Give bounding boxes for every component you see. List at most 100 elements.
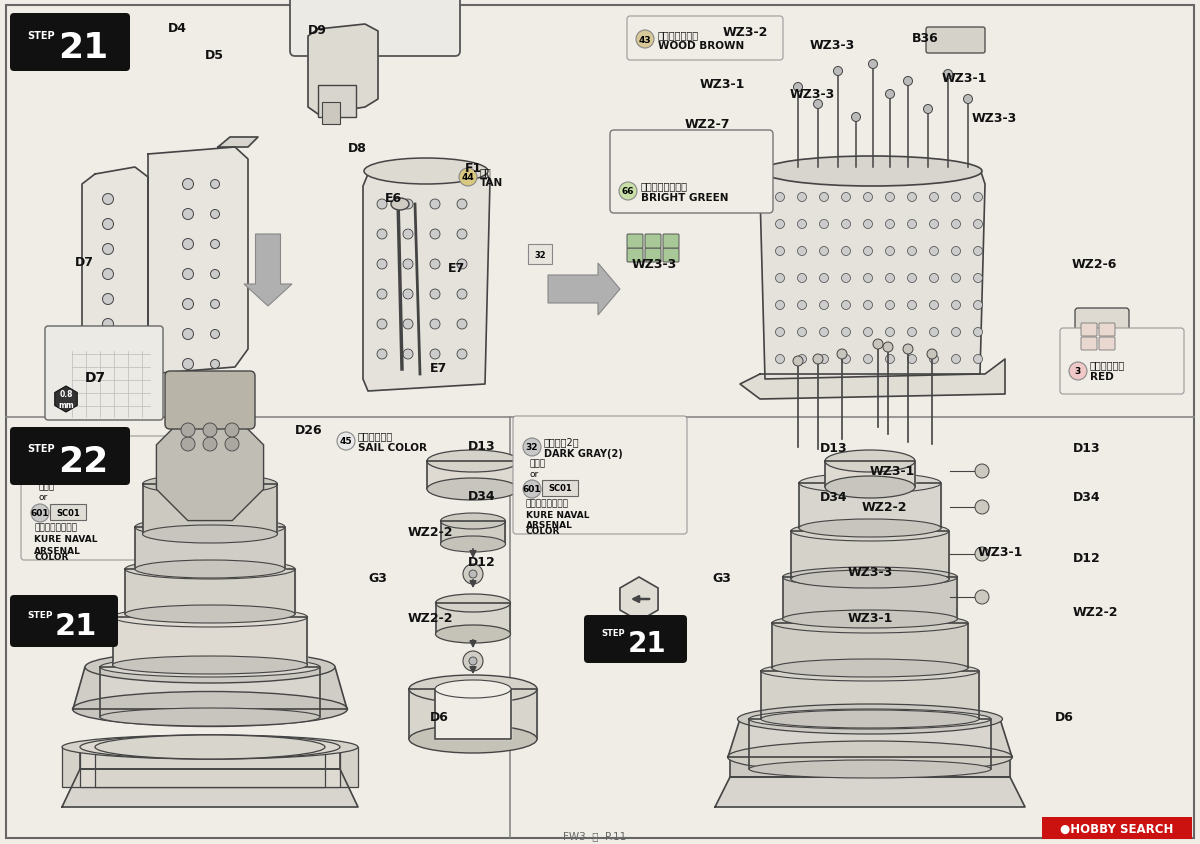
Circle shape [181, 424, 196, 437]
Polygon shape [761, 671, 979, 719]
Ellipse shape [409, 725, 538, 753]
Circle shape [226, 424, 239, 437]
Text: SAIL COLOR: SAIL COLOR [358, 442, 427, 452]
Polygon shape [728, 719, 1012, 757]
Circle shape [203, 424, 217, 437]
Circle shape [926, 349, 937, 360]
Circle shape [952, 274, 960, 284]
Text: WZ3-3: WZ3-3 [848, 565, 893, 578]
Circle shape [182, 239, 193, 250]
Ellipse shape [436, 594, 510, 612]
Circle shape [798, 274, 806, 284]
Ellipse shape [391, 199, 409, 211]
Text: D7: D7 [85, 371, 106, 385]
Text: D7: D7 [76, 257, 94, 269]
Text: ディトナグリーン: ディトナグリーン [641, 181, 688, 191]
Text: D34: D34 [468, 490, 496, 503]
Text: D6: D6 [430, 711, 449, 723]
Ellipse shape [125, 560, 295, 579]
Ellipse shape [95, 735, 325, 759]
FancyBboxPatch shape [1060, 328, 1184, 394]
Text: 32: 32 [34, 463, 47, 472]
Ellipse shape [762, 157, 982, 187]
Text: 21: 21 [59, 31, 108, 65]
FancyBboxPatch shape [926, 28, 985, 54]
FancyBboxPatch shape [46, 327, 163, 420]
Polygon shape [760, 170, 985, 380]
Text: WZ2-7: WZ2-7 [685, 118, 731, 132]
Circle shape [182, 329, 193, 340]
Text: DARK GRAY(2): DARK GRAY(2) [544, 448, 623, 458]
Circle shape [210, 241, 220, 249]
Ellipse shape [826, 476, 914, 499]
Polygon shape [715, 777, 1025, 807]
Circle shape [864, 274, 872, 284]
Circle shape [523, 439, 541, 457]
Circle shape [973, 301, 983, 310]
Text: D13: D13 [820, 441, 847, 454]
FancyBboxPatch shape [1099, 338, 1115, 350]
Circle shape [377, 230, 388, 240]
Circle shape [182, 209, 193, 220]
FancyBboxPatch shape [610, 131, 773, 214]
Text: WZ3-3: WZ3-3 [810, 39, 856, 51]
Ellipse shape [761, 661, 979, 681]
Circle shape [841, 355, 851, 364]
Circle shape [775, 328, 785, 337]
Text: WZ2-2: WZ2-2 [408, 526, 454, 538]
Circle shape [864, 355, 872, 364]
Text: WZ3-2: WZ3-2 [722, 25, 768, 39]
Text: F1: F1 [466, 161, 482, 175]
Circle shape [886, 90, 894, 100]
Polygon shape [148, 148, 248, 375]
Circle shape [31, 505, 49, 522]
Circle shape [907, 274, 917, 284]
Ellipse shape [772, 659, 968, 677]
Circle shape [930, 220, 938, 230]
Circle shape [793, 356, 803, 366]
Polygon shape [218, 138, 258, 148]
Text: or: or [530, 470, 539, 479]
Circle shape [930, 274, 938, 284]
Circle shape [869, 61, 877, 69]
Circle shape [973, 274, 983, 284]
Circle shape [952, 193, 960, 203]
Circle shape [841, 220, 851, 230]
FancyBboxPatch shape [6, 6, 1194, 838]
Text: 軍艦色（2）: 軍艦色（2） [52, 457, 88, 467]
Circle shape [337, 432, 355, 451]
Circle shape [457, 230, 467, 240]
Circle shape [210, 330, 220, 339]
Text: FW3  潮  P.11: FW3 潮 P.11 [563, 830, 626, 840]
Circle shape [102, 244, 114, 255]
FancyBboxPatch shape [1081, 338, 1097, 350]
Circle shape [798, 301, 806, 310]
FancyBboxPatch shape [628, 235, 643, 249]
Polygon shape [436, 690, 511, 739]
Circle shape [377, 200, 388, 210]
Circle shape [403, 349, 413, 360]
Text: D4: D4 [168, 21, 187, 35]
Text: WZ3-1: WZ3-1 [978, 545, 1024, 558]
Text: WZ3-1: WZ3-1 [700, 78, 745, 91]
Circle shape [457, 289, 467, 300]
Ellipse shape [85, 652, 335, 683]
Circle shape [430, 320, 440, 330]
Text: D13: D13 [468, 440, 496, 453]
Text: 21: 21 [628, 630, 666, 657]
Ellipse shape [436, 625, 510, 643]
Text: KURE NAVAL: KURE NAVAL [526, 511, 589, 520]
Circle shape [798, 193, 806, 203]
FancyBboxPatch shape [80, 747, 340, 787]
Ellipse shape [727, 741, 1013, 773]
Circle shape [469, 571, 478, 578]
Circle shape [952, 328, 960, 337]
Text: WZ2-2: WZ2-2 [1073, 605, 1118, 618]
Circle shape [886, 247, 894, 257]
Circle shape [973, 220, 983, 230]
Circle shape [181, 437, 196, 452]
Text: WZ3-3: WZ3-3 [972, 111, 1018, 124]
FancyBboxPatch shape [1042, 817, 1192, 839]
Text: 44: 44 [462, 173, 474, 182]
Circle shape [226, 437, 239, 452]
